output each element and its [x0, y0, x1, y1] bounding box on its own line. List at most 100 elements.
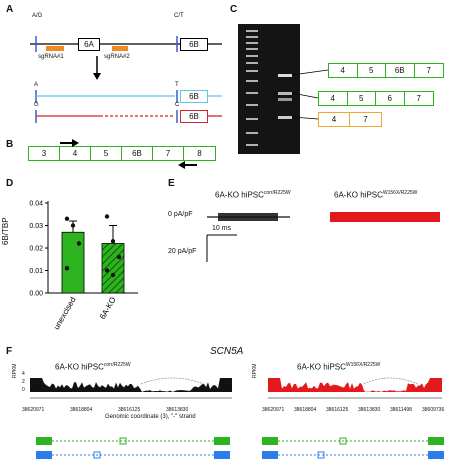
product-2-exon-4: 4: [319, 92, 348, 105]
panel-letter-d: D: [6, 178, 14, 189]
strip-b-exon-4: 4: [60, 147, 91, 160]
product-2-exon-7: 7: [416, 94, 421, 103]
sample-band: [278, 92, 292, 95]
exon-6a-box: 6A: [78, 38, 100, 51]
gene-name: SCN5A: [210, 346, 244, 357]
data-point: [70, 223, 76, 228]
y-tick-label: 0.02: [29, 246, 43, 253]
allele2-left-label: G: [34, 102, 39, 108]
product-1-exon-6B: 6B: [386, 64, 415, 77]
panel-letter-f: F: [6, 346, 13, 357]
exon-strip-b: 3 4 5 6B 7 8: [28, 146, 216, 161]
data-point: [116, 254, 122, 260]
product-1-exon-7: 7: [426, 66, 431, 75]
panel-letter-a: A: [6, 4, 14, 15]
strip-b-exon-3: 3: [29, 147, 60, 160]
allele1-right-label: T: [175, 82, 179, 88]
trace-left-title-sup: corr/R225W: [263, 190, 291, 196]
exon-6b-box: 6B: [180, 38, 208, 51]
junction-arc: [363, 377, 418, 385]
coord-label: Genomic coordinate (3), "-" strand: [105, 414, 196, 420]
panel-letter-c: C: [230, 4, 238, 15]
data-point: [104, 268, 110, 273]
strip-b-exon-8: 8: [197, 149, 202, 158]
coverage-track: [268, 378, 442, 392]
ladder-band: [246, 144, 258, 146]
strip-b-exon-6B: 6B: [122, 147, 153, 160]
ladder-band: [246, 30, 258, 32]
strip-b-exon-5: 5: [91, 147, 122, 160]
panel-letter-e: E: [168, 178, 175, 189]
sample-band: [278, 98, 292, 101]
strip-b-exon-7: 7: [153, 147, 184, 160]
ytick-4: 4: [22, 371, 25, 377]
band-connector: [291, 116, 319, 120]
sashimi-left-title-sup: corr/R225W: [103, 362, 131, 368]
ladder-band: [246, 55, 258, 57]
data-point: [110, 272, 116, 278]
product-3-exon-4: 4: [319, 113, 350, 126]
ladder-band: [246, 62, 258, 64]
sashimi-left-title-main: 6A-KO hiPSC: [55, 362, 104, 372]
panel-letter-b: B: [6, 139, 14, 150]
y-tick-label: 0.01: [29, 268, 43, 275]
data-point: [104, 214, 110, 219]
product-1-exon-5: 5: [358, 64, 386, 77]
ladder-band: [246, 118, 258, 120]
product-3-exon-7: 7: [363, 115, 368, 124]
ytick-0: 0: [22, 387, 25, 393]
x-tick-label: 38613830: [166, 407, 189, 413]
trace-right-title-sup: W156X/R225W: [382, 190, 418, 196]
x-tick-label: 38616125: [118, 407, 141, 413]
x-tick-label: 38620971: [262, 407, 285, 413]
x-tick-label: 38609736: [422, 407, 445, 413]
trace-left-title-main: 6A-KO hiPSC: [215, 190, 264, 200]
ladder-band: [246, 70, 258, 72]
ladder-band: [246, 92, 258, 94]
sashimi-right-title-main: 6A-KO hiPSC: [297, 362, 346, 372]
sample-band: [278, 116, 292, 119]
product-1-exon-4: 4: [329, 64, 358, 77]
data-point: [64, 266, 70, 271]
primer-arrows: [60, 139, 197, 169]
product-2-exon-6: 6: [376, 92, 405, 105]
trace-left-title: 6A-KO hiPSCcorr/R225W: [215, 190, 291, 200]
ladder-band: [246, 132, 258, 134]
coverage-track: [30, 378, 232, 392]
sashimi-right-title-sup: W156X/R225W: [345, 362, 381, 368]
current-scale-label: 20 pA/pF: [168, 248, 197, 255]
exon-6b-blue-box: 6B: [180, 90, 208, 103]
y-tick-label: 0.00: [29, 291, 43, 298]
sashimi-right-title: 6A-KO hiPSCW156X/R225W: [297, 362, 380, 372]
ladder-band: [246, 80, 258, 82]
data-point: [64, 216, 70, 221]
band-connector: [291, 69, 329, 76]
snp-left-label: A/G: [32, 13, 43, 19]
ladder-band: [246, 42, 258, 44]
ladder-band: [246, 48, 258, 50]
x-tick-label: 38613830: [358, 407, 381, 413]
zero-current-label: 0 pA/pF: [168, 211, 193, 218]
time-scale-label: 10 ms: [212, 225, 232, 232]
exon-6b-red-box: 6B: [180, 110, 208, 123]
x-tick-label: 38616125: [326, 407, 349, 413]
sample-band: [278, 74, 292, 77]
ladder-band: [246, 104, 258, 106]
sgrna2-label: sgRNA#2: [104, 54, 130, 60]
snp-right-label: C/T: [174, 13, 184, 19]
x-tick-label: 38618804: [294, 407, 317, 413]
sgrna1-label: sgRNA#1: [38, 54, 64, 60]
x-tick-label: 38620971: [22, 407, 45, 413]
trace-right-title-main: 6A-KO hiPSC: [334, 190, 383, 200]
gene-locus-graphic: [30, 36, 222, 123]
trace-right-title: 6A-KO hiPSCW156X/R225W: [334, 190, 417, 200]
band-connector: [291, 92, 319, 99]
ladder-band: [246, 36, 258, 38]
junction-arc: [140, 377, 204, 385]
x-tick-label: 38611498: [390, 407, 412, 413]
